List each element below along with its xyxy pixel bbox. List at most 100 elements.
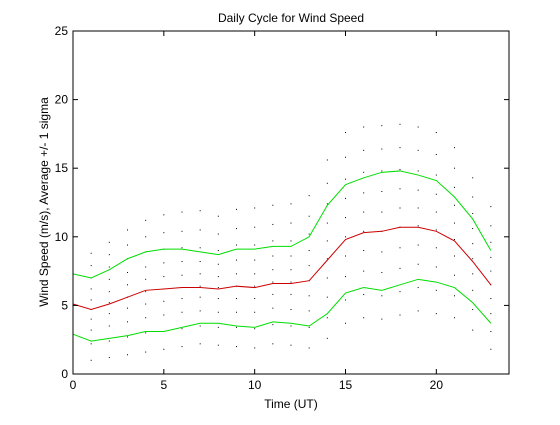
scatter-point [472,196,474,198]
scatter-point [163,232,165,234]
scatter-point [308,295,310,297]
scatter-point [417,225,419,227]
scatter-point [490,270,492,272]
scatter-point [145,317,147,319]
scatter-point [308,233,310,235]
scatter-point [272,255,274,257]
scatter-point [363,230,365,232]
scatter-point [145,332,147,334]
scatter-point [417,149,419,151]
scatter-point [363,293,365,295]
y-tick-label: 25 [55,24,69,38]
scatter-point [435,289,437,291]
scatter-point [435,193,437,195]
y-tick-label: 20 [55,93,69,107]
scatter-point [199,273,201,275]
scatter-point [472,289,474,291]
scatter-point [326,337,328,339]
scatter-point [181,298,183,300]
scatter-point [108,254,110,256]
scatter-point [399,247,401,249]
scatter-point [290,293,292,295]
scatter-point [417,287,419,289]
scatter-point [472,228,474,230]
scatter-point [399,188,401,190]
scatter-point [454,317,455,319]
scatter-point [326,258,328,260]
scatter-point [399,147,401,149]
scatter-point [181,230,183,232]
scatter-point [454,274,455,276]
scatter-point [345,197,346,199]
scatter-point [417,170,419,172]
scatter-point [127,336,128,338]
scatter-point [254,298,256,300]
scatter-point [108,313,110,315]
scatter-point [90,288,92,290]
scatter-point [236,208,237,210]
scatter-point [490,225,492,227]
scatter-point [217,263,219,265]
scatter-point [90,252,92,254]
scatter-point [490,313,492,315]
scatter-point [490,256,492,258]
scatter-point [326,317,328,319]
scatter-point [290,222,292,224]
scatter-point [254,285,256,287]
scatter-point [363,149,365,151]
scatter-point [308,265,310,267]
scatter-point [254,273,256,275]
scatter-point [345,322,346,324]
scatter-point [381,318,383,320]
scatter-point [326,203,328,205]
scatter-point [127,271,128,273]
scatter-point [272,240,274,242]
scatter-point [181,311,183,313]
scatter-point [399,314,401,316]
scatter-point [199,229,201,231]
scatter-point [472,258,474,260]
scatter-point [472,329,474,331]
scatter-point [435,132,437,134]
scatter-point [345,299,346,301]
scatter-point [381,271,383,273]
scatter-point [435,229,437,231]
scatter-point [490,348,492,350]
scatter-point [199,310,201,312]
scatter-point [272,204,274,206]
scatter-point [290,203,292,205]
scatter-point [308,310,310,312]
scatter-point [254,311,256,313]
scatter-point [399,169,401,171]
scatter-point [254,207,256,209]
scatter-point [326,277,328,279]
scatter-point [435,211,437,213]
scatter-point [145,303,147,305]
scatter-point [254,259,256,261]
scatter-point [163,314,165,316]
scatter-point [454,295,455,297]
scatter-point [417,126,419,128]
scatter-point [217,311,219,313]
scatter-point [381,125,383,127]
scatter-point [326,240,328,242]
series-line-average-1sigma [72,278,492,342]
scatter-point [399,123,401,125]
scatter-point [345,178,346,180]
scatter-point [381,191,383,193]
scatter-point [108,278,110,280]
scatter-point [181,261,183,262]
scatter-point [108,357,110,359]
scatter-point [181,247,183,249]
scatter-point [308,326,310,328]
y-axis-ticks: 0 5 10 15 20 25 [55,24,509,381]
scatter-point [417,263,419,265]
scatter-point [290,309,292,311]
scatter-point [199,285,201,287]
scatter-point [290,344,292,346]
scatter-point [435,266,437,268]
scatter-point [490,241,492,243]
scatter-point [217,298,219,300]
scatter-point [363,171,365,173]
scatter-point [490,206,492,208]
